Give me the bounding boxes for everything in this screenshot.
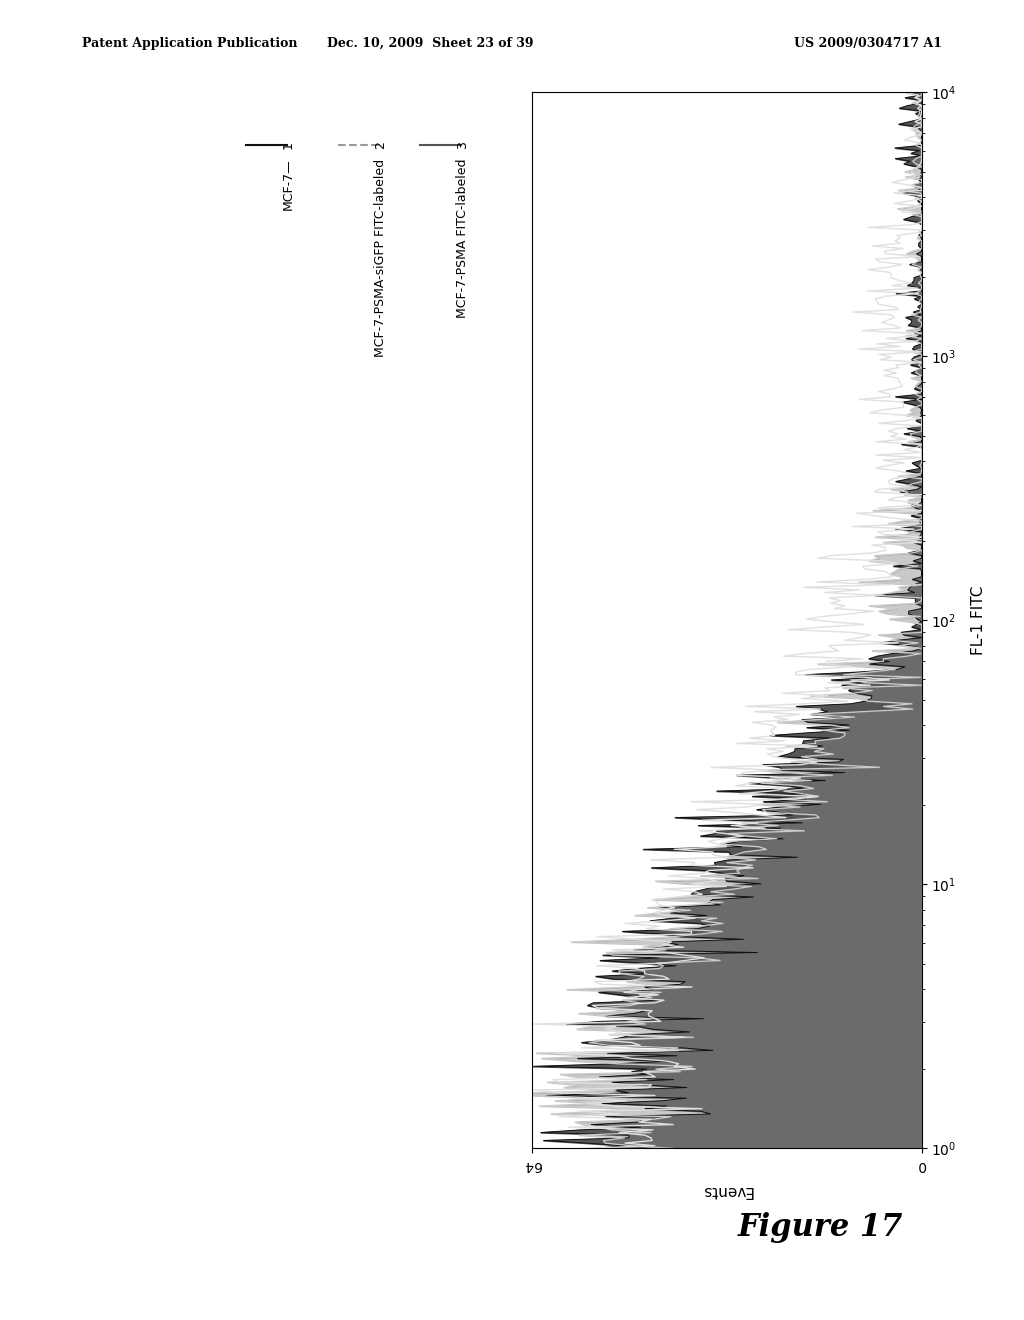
Text: MCF-7—: MCF-7— — [282, 158, 295, 210]
Text: US 2009/0304717 A1: US 2009/0304717 A1 — [794, 37, 942, 50]
Text: 1: 1 — [282, 141, 295, 149]
X-axis label: Events: Events — [701, 1183, 753, 1199]
Text: 3: 3 — [456, 141, 469, 149]
Text: MCF-7-PSMA FITC-labeled: MCF-7-PSMA FITC-labeled — [456, 158, 469, 318]
Text: Dec. 10, 2009  Sheet 23 of 39: Dec. 10, 2009 Sheet 23 of 39 — [327, 37, 534, 50]
Y-axis label: FL-1 FITC: FL-1 FITC — [971, 586, 985, 655]
Text: MCF-7-PSMA-siGFP FITC-labeled: MCF-7-PSMA-siGFP FITC-labeled — [374, 158, 387, 356]
Text: Figure 17: Figure 17 — [737, 1212, 902, 1243]
Text: Patent Application Publication: Patent Application Publication — [82, 37, 297, 50]
Text: 2: 2 — [374, 141, 387, 149]
